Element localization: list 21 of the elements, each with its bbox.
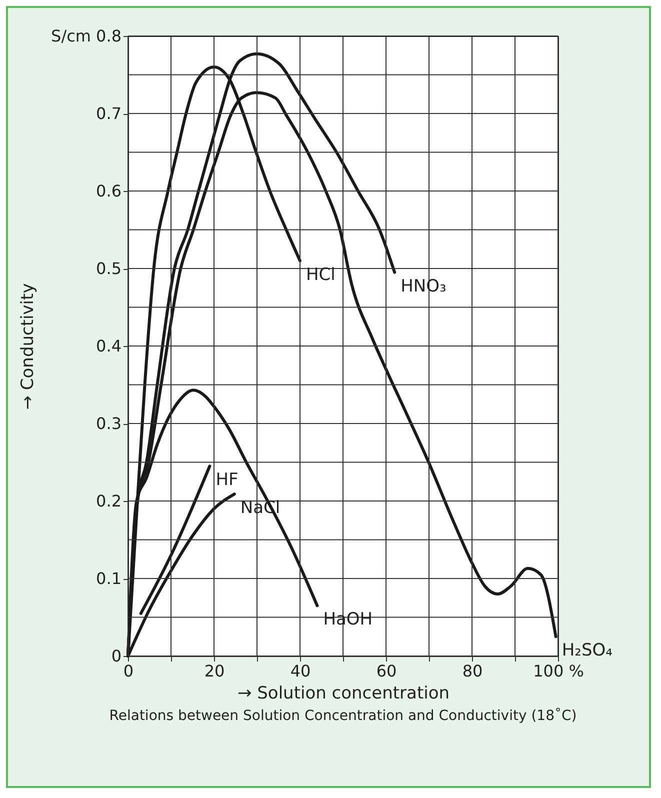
x-tick-label: 60 — [376, 662, 397, 680]
series-label: HCl — [306, 264, 336, 285]
y-axis-title: → Conductivity — [18, 283, 38, 410]
y-tick-label: 0 — [111, 646, 122, 666]
x-tick-label: 80 — [462, 662, 483, 680]
y-tick-label: 0.2 — [96, 492, 122, 510]
x-tick-label: 0 — [123, 662, 134, 680]
x-tick-label: 20 — [204, 662, 225, 680]
series-label: HF — [216, 470, 238, 490]
x-axis-title: → Solution concentration — [237, 684, 450, 704]
y-tick-label: S/cm 0.8 — [51, 26, 122, 46]
y-tick-label: 0.4 — [96, 336, 122, 356]
series-label: H₂SO₄ — [562, 640, 613, 661]
y-tick-label: 0.3 — [96, 414, 122, 433]
y-tick-label: 0.7 — [96, 104, 122, 123]
y-tick-label: 0.1 — [96, 569, 122, 588]
text: Relations between Solution Concentration and Conductivity (18˚C) — [109, 707, 577, 724]
x-tick-label: 40 — [290, 662, 311, 680]
y-tick-label: 0.5 — [96, 259, 122, 278]
y-tick-label: 0.6 — [96, 182, 122, 200]
x-tick-label: 100 % — [533, 662, 584, 680]
